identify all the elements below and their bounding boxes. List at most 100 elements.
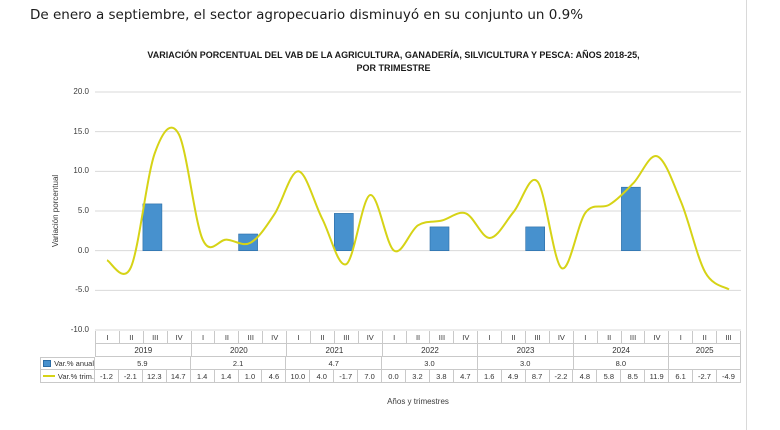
- y-tick-label: 20.0: [73, 87, 89, 96]
- quarterly-value: 4.7: [454, 370, 478, 382]
- quarterly-value: -2.1: [119, 370, 143, 382]
- annual-value: 3.0: [478, 357, 574, 369]
- quarterly-series-row: Var.% trim. -1.2 -2.1 12.3 14.7 1.4 1.4 1.0 4.6 1…: [40, 370, 741, 383]
- quarter-label: III: [335, 331, 359, 343]
- quarterly-value: 4.0: [310, 370, 335, 382]
- quarterly-value: 7.0: [358, 370, 383, 382]
- quarterly-value: 3.8: [430, 370, 454, 382]
- quarterly-trend-line: [106, 126, 730, 291]
- quarter-label: IV: [263, 331, 288, 343]
- annual-bar-2024: [621, 186, 641, 251]
- y-tick-label: 0.0: [77, 245, 89, 255]
- quarter-label: III: [430, 331, 455, 343]
- legend-annual-label: Var.% anual: [54, 359, 94, 368]
- quarter-label: I: [669, 331, 694, 343]
- quarter-label: III: [239, 331, 264, 343]
- quarterly-value: 8.5: [621, 370, 646, 382]
- quarter-label: II: [215, 331, 240, 343]
- annual-bar-2021: [333, 213, 354, 251]
- y-tick-label: -10.0: [70, 325, 89, 334]
- annual-value: 4.7: [286, 357, 383, 369]
- quarterly-value: 5.8: [597, 370, 622, 382]
- quarterly-value: -2.7: [693, 370, 717, 382]
- quarter-label: III: [622, 331, 646, 343]
- year-label: 2023: [478, 344, 574, 356]
- quarterly-value: 0.0: [382, 370, 406, 382]
- quarter-label: I: [478, 331, 503, 343]
- quarter-label: IV: [454, 331, 479, 343]
- chart-title-line2: POR TRIMESTRE: [356, 63, 431, 73]
- annual-value: 5.9: [95, 357, 191, 369]
- headline: De enero a septiembre, el sector agropec…: [30, 7, 584, 23]
- year-label: 2022: [383, 344, 479, 356]
- annual-value: 3.0: [382, 357, 478, 369]
- quarter-label: II: [693, 331, 718, 343]
- annual-bar-swatch: [43, 360, 52, 367]
- quarterly-line-swatch: [43, 375, 55, 377]
- y-tick-label: 10.0: [73, 166, 89, 176]
- quarterly-value: -2.2: [550, 370, 574, 382]
- annual-value: 2.1: [191, 357, 287, 369]
- quarter-label: II: [120, 331, 144, 343]
- quarter-label: IV: [359, 331, 383, 343]
- quarter-label: IV: [645, 331, 670, 343]
- legend-quarterly: Var.% trim.: [40, 370, 95, 382]
- quarterly-value: 1.0: [239, 370, 263, 382]
- quarter-label: III: [717, 331, 742, 343]
- year-label: 2021: [287, 344, 383, 356]
- quarter-label: I: [96, 331, 120, 343]
- quarter-label: IV: [168, 331, 192, 343]
- quarterly-value: 4.8: [573, 370, 598, 382]
- quarterly-value: 6.1: [669, 370, 694, 382]
- quarterly-value: 1.4: [215, 370, 239, 382]
- quarterly-value: -1.7: [334, 370, 359, 382]
- quarter-label: III: [526, 331, 550, 343]
- quarter-label: I: [383, 331, 407, 343]
- quarterly-value: 11.9: [645, 370, 670, 382]
- chart-title: VARIACIÓN PORCENTUAL DEL VAB DE LA AGRIC…: [40, 49, 747, 75]
- quarterly-value: 4.6: [262, 370, 287, 382]
- quarter-labels-row: I II III IV I II III IV I II III IV I II III IV I II III IV…: [95, 331, 742, 344]
- quarterly-value: 12.3: [143, 370, 167, 382]
- quarterly-value: 4.9: [502, 370, 526, 382]
- legend-quarterly-label: Var.% trim.: [57, 371, 94, 381]
- quarterly-value: 10.0: [286, 370, 311, 382]
- quarter-label: II: [407, 331, 431, 343]
- year-labels-row: 2019 2020 2021 2022 2023 2024 2025: [95, 344, 742, 357]
- annual-bar-2022: [429, 226, 450, 251]
- right-border-line: [746, 0, 747, 430]
- quarter-label: III: [144, 331, 168, 343]
- annual-value: 8.0: [574, 357, 670, 369]
- year-label: 2024: [574, 344, 670, 356]
- year-label: 2025: [669, 344, 742, 356]
- quarter-label: II: [502, 331, 527, 343]
- quarter-label: II: [311, 331, 335, 343]
- quarterly-value: 1.6: [478, 370, 502, 382]
- quarter-label: II: [598, 331, 622, 343]
- y-axis-labels: 20.0 15.0 10.0 5.0 0.0 -5.0 -10.0: [40, 0, 89, 430]
- year-label: 2019: [96, 344, 192, 356]
- quarterly-value: 3.2: [406, 370, 430, 382]
- quarterly-value: -4.9: [717, 370, 741, 382]
- y-tick-label: 15.0: [73, 126, 89, 136]
- quarterly-value: 1.4: [191, 370, 215, 382]
- quarter-label: IV: [550, 331, 574, 343]
- quarterly-value: 14.7: [167, 370, 191, 382]
- annual-bar-2023: [525, 226, 546, 251]
- quarter-label: I: [192, 331, 216, 343]
- quarterly-value: 8.7: [526, 370, 550, 382]
- legend-annual: Var.% anual: [40, 357, 95, 369]
- annual-bar-2019: [142, 203, 163, 251]
- quarter-label: I: [574, 331, 598, 343]
- chart-title-line1: VARIACIÓN PORCENTUAL DEL VAB DE LA AGRIC…: [147, 50, 640, 60]
- y-tick-label: 5.0: [77, 206, 89, 215]
- annual-value: [669, 357, 741, 369]
- y-tick-label: -5.0: [75, 285, 89, 295]
- annual-bar-2020: [238, 233, 258, 252]
- annual-series-row: Var.% anual 5.9 2.1 4.7 3.0 3.0 8.0: [40, 357, 741, 370]
- quarterly-value: -1.2: [95, 370, 119, 382]
- quarter-label: I: [287, 331, 312, 343]
- year-label: 2020: [192, 344, 288, 356]
